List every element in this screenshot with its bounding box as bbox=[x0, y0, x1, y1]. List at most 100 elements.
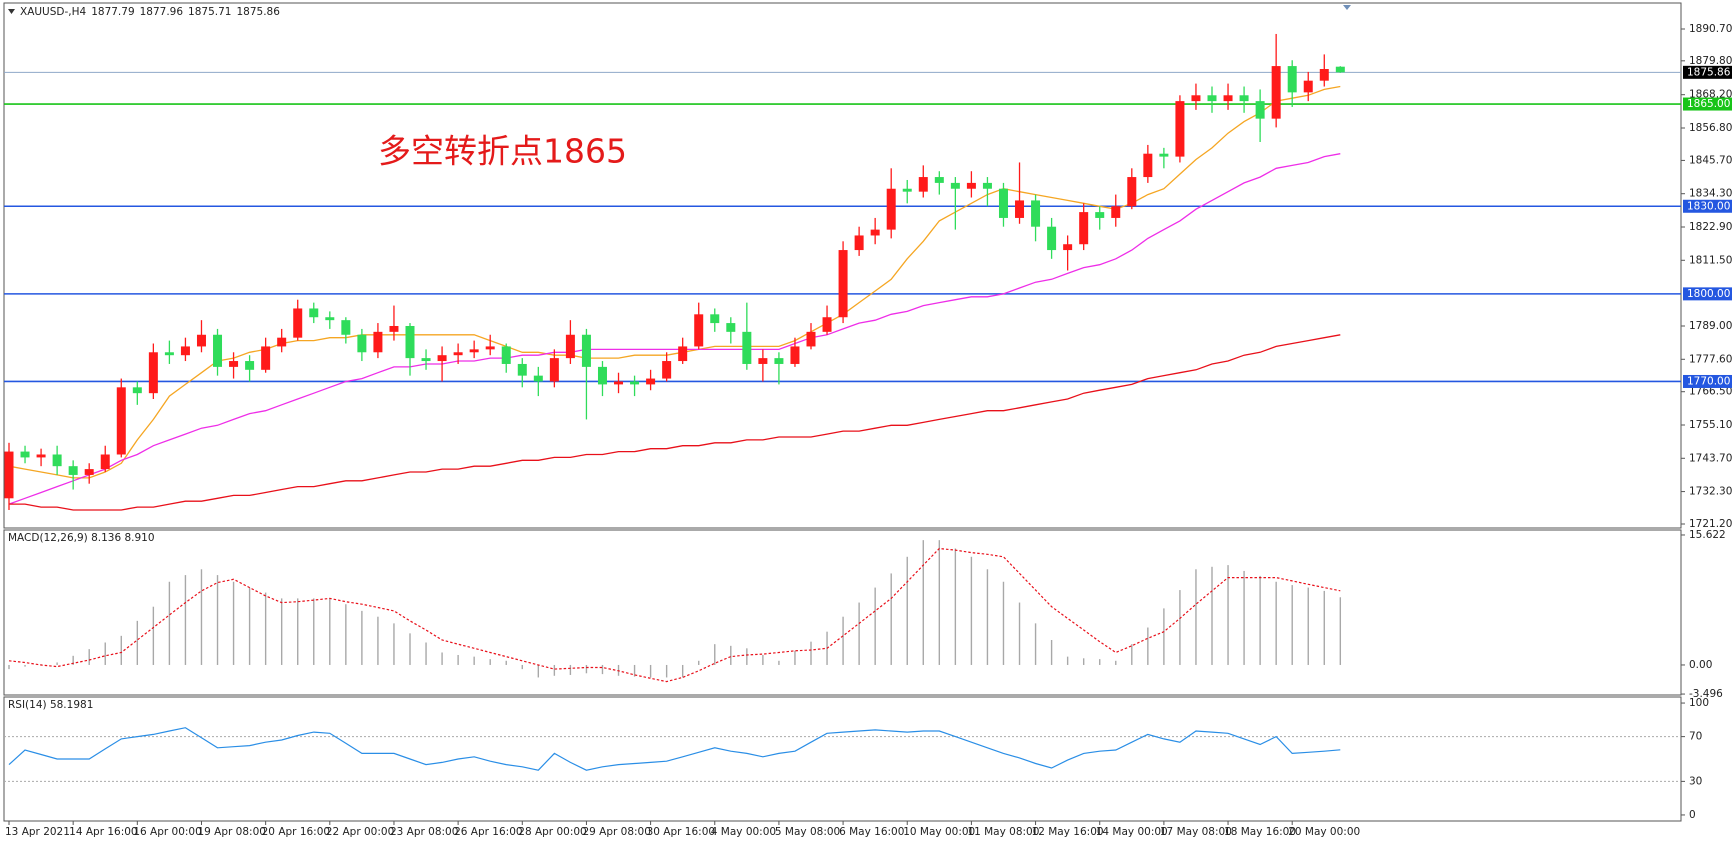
candle-body bbox=[934, 177, 944, 183]
header-field: XAUUSD-,H4 bbox=[20, 6, 87, 18]
candle-body bbox=[630, 381, 640, 385]
candle-body bbox=[1063, 244, 1073, 251]
x-tick-label: 12 May 16:00 bbox=[1032, 826, 1104, 838]
chart-header: XAUUSD-,H4 1877.79 1877.96 1875.71 1875.86 bbox=[20, 6, 280, 18]
candle-body bbox=[1207, 95, 1217, 102]
candle-body bbox=[1287, 66, 1297, 93]
candle-body bbox=[1223, 95, 1233, 102]
candle-body bbox=[341, 320, 351, 335]
candle-body bbox=[373, 331, 383, 353]
panel-title: RSI(14) 58.1981 bbox=[8, 699, 93, 711]
candle-body bbox=[1335, 66, 1345, 73]
y-tick-label: 15.622 bbox=[1689, 529, 1726, 541]
candle-body bbox=[1271, 66, 1281, 119]
y-tick-label: 1811.50 bbox=[1689, 254, 1732, 266]
price-label-box bbox=[1683, 65, 1732, 79]
x-tick-label: 20 Apr 16:00 bbox=[262, 826, 330, 838]
candle-body bbox=[1303, 80, 1313, 93]
price-label: 1865.00 bbox=[1687, 98, 1730, 110]
candle-body bbox=[950, 182, 960, 189]
y-tick-label: 1822.90 bbox=[1689, 221, 1732, 233]
x-tick-label: 26 Apr 16:00 bbox=[454, 826, 522, 838]
candle-body bbox=[758, 358, 768, 364]
candle-body bbox=[1015, 200, 1025, 218]
candle-body bbox=[116, 387, 126, 455]
candle-body bbox=[1319, 69, 1329, 81]
candle-body bbox=[533, 375, 543, 382]
candle-body bbox=[774, 358, 784, 364]
panel-title: MACD(12,26,9) 8.136 8.910 bbox=[8, 532, 155, 544]
menu-arrow[interactable] bbox=[8, 9, 15, 14]
candle-body bbox=[180, 346, 190, 356]
candle-body bbox=[1143, 153, 1153, 178]
candle-body bbox=[982, 182, 992, 189]
candle-body bbox=[1111, 206, 1121, 218]
candle-body bbox=[870, 229, 880, 236]
candle-body bbox=[517, 363, 527, 376]
candle-body bbox=[437, 355, 447, 362]
candle-body bbox=[822, 317, 832, 332]
candle-body bbox=[309, 308, 319, 318]
candle-body bbox=[389, 325, 399, 332]
candle-body bbox=[469, 349, 479, 353]
candle-body bbox=[453, 352, 463, 356]
candle-body bbox=[405, 325, 415, 359]
y-tick-label: 1845.70 bbox=[1689, 154, 1732, 166]
x-tick-label: 28 Apr 00:00 bbox=[518, 826, 586, 838]
x-tick-label: 23 Apr 08:00 bbox=[390, 826, 458, 838]
candle-body bbox=[196, 334, 206, 347]
candle-body bbox=[838, 250, 848, 318]
candle-body bbox=[549, 358, 559, 382]
price-label: 1770.00 bbox=[1687, 375, 1730, 387]
candle-body bbox=[261, 346, 271, 370]
candle-body bbox=[678, 346, 688, 362]
x-tick-label: 14 May 00:00 bbox=[1096, 826, 1168, 838]
candle-body bbox=[20, 451, 30, 458]
x-tick-label: 18 May 16:00 bbox=[1224, 826, 1296, 838]
y-tick-label: 1789.00 bbox=[1689, 320, 1732, 332]
price-label-box bbox=[1683, 287, 1732, 301]
x-tick-label: 4 May 00:00 bbox=[711, 826, 776, 838]
candle-body bbox=[1255, 101, 1265, 119]
y-tick-label: 0 bbox=[1689, 809, 1696, 821]
price-label: 1875.86 bbox=[1687, 66, 1731, 78]
candle-body bbox=[1031, 200, 1041, 227]
candle-body bbox=[1079, 212, 1089, 245]
y-tick-label: 1879.80 bbox=[1689, 55, 1732, 67]
price-label-box bbox=[1683, 199, 1732, 213]
macd-signal bbox=[8, 547, 1341, 683]
y-tick-label: 1743.70 bbox=[1689, 452, 1732, 464]
candle-body bbox=[1047, 226, 1057, 251]
candle-body bbox=[229, 361, 239, 367]
candle-body bbox=[325, 317, 335, 321]
candle-body bbox=[806, 331, 816, 347]
rsi-line bbox=[8, 727, 1341, 771]
header-field: 1875.71 bbox=[188, 6, 231, 18]
x-tick-label: 6 May 16:00 bbox=[839, 826, 904, 838]
x-tick-label: 16 Apr 00:00 bbox=[133, 826, 201, 838]
x-tick-label: 13 Apr 2021 bbox=[5, 826, 70, 838]
y-tick-label: 70 bbox=[1689, 731, 1702, 743]
x-tick-label: 10 May 00:00 bbox=[903, 826, 975, 838]
y-tick-label: 1732.30 bbox=[1689, 486, 1732, 498]
candle-body bbox=[148, 352, 158, 394]
shift-marker bbox=[1343, 5, 1351, 10]
y-tick-label: 1890.70 bbox=[1689, 23, 1732, 35]
candle-body bbox=[614, 381, 624, 385]
candle-body bbox=[565, 334, 575, 359]
x-tick-label: 30 Apr 16:00 bbox=[647, 826, 715, 838]
candle-body bbox=[36, 454, 46, 458]
rsi-panel bbox=[3, 696, 1682, 822]
y-tick-label: 1755.10 bbox=[1689, 419, 1732, 431]
x-tick-label: 29 Apr 08:00 bbox=[582, 826, 650, 838]
y-tick-label: 30 bbox=[1689, 775, 1702, 787]
price-label: 1800.00 bbox=[1687, 288, 1730, 300]
candle-body bbox=[1159, 153, 1169, 157]
candle-body bbox=[886, 188, 896, 230]
y-tick-label: 1834.30 bbox=[1689, 188, 1732, 200]
candle-body bbox=[646, 378, 656, 385]
moving-average bbox=[9, 334, 1341, 511]
